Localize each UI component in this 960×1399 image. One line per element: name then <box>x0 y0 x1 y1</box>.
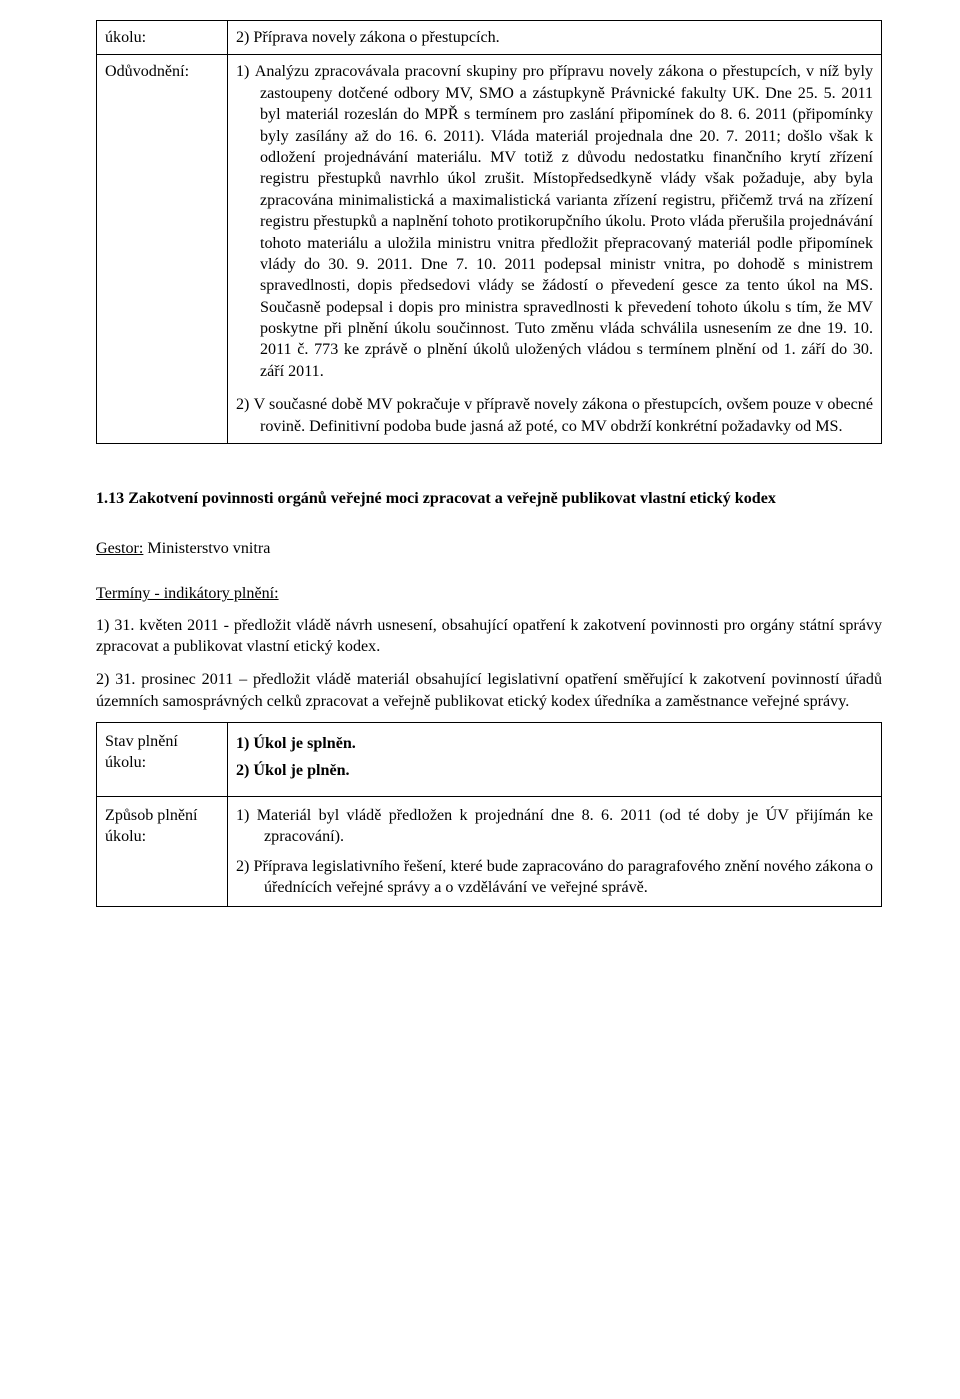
status-value-cell: 1) Úkol je splněn. 2) Úkol je plněn. <box>228 723 882 797</box>
gestor-value: Ministerstvo vnitra <box>143 540 270 557</box>
method-label-cell: Způsob plnění úkolu: <box>97 796 228 907</box>
terminy-item-2: 2) 31. prosinec 2011 – předložit vládě m… <box>96 669 882 712</box>
oduvodneni-p2: 2) V současné době MV pokračuje v přípra… <box>236 394 873 437</box>
method-item-2: 2) Příprava legislativního řešení, které… <box>236 856 873 899</box>
row2-label-cell: Odůvodnění: <box>97 55 228 444</box>
row2-label: Odůvodnění: <box>105 63 189 80</box>
method-value-cell: 1) Materiál byl vládě předložen k projed… <box>228 796 882 907</box>
terminy-head-label: Termíny - indikátory plnění: <box>96 585 279 602</box>
terminy-head: Termíny - indikátory plnění: <box>96 583 882 604</box>
status-label: Stav plnění úkolu: <box>105 733 178 771</box>
bottom-table: Stav plnění úkolu: 1) Úkol je splněn. 2)… <box>96 722 882 907</box>
top-table: úkolu: 2) Příprava novely zákona o přest… <box>96 20 882 444</box>
row1-text-cell: 2) Příprava novely zákona o přestupcích. <box>228 21 882 55</box>
oduvodneni-p1: 1) Analýzu zpracovávala pracovní skupiny… <box>236 61 873 382</box>
method-item-1: 1) Materiál byl vládě předložen k projed… <box>236 805 873 848</box>
terminy-item-1: 1) 31. květen 2011 - předložit vládě náv… <box>96 615 882 658</box>
row1-text: 2) Příprava novely zákona o přestupcích. <box>236 29 500 46</box>
gestor-label: Gestor: <box>96 540 143 557</box>
status-line-1: 1) Úkol je splněn. <box>236 733 873 754</box>
method-label: Způsob plnění úkolu: <box>105 807 198 845</box>
status-label-cell: Stav plnění úkolu: <box>97 723 228 797</box>
section-title: 1.13 Zakotvení povinnosti orgánů veřejné… <box>96 488 882 510</box>
row2-text-cell: 1) Analýzu zpracovávala pracovní skupiny… <box>228 55 882 444</box>
row1-label-cell: úkolu: <box>97 21 228 55</box>
row1-label: úkolu: <box>105 29 146 46</box>
status-line-2: 2) Úkol je plněn. <box>236 760 873 781</box>
gestor-line: Gestor: Ministerstvo vnitra <box>96 538 882 559</box>
